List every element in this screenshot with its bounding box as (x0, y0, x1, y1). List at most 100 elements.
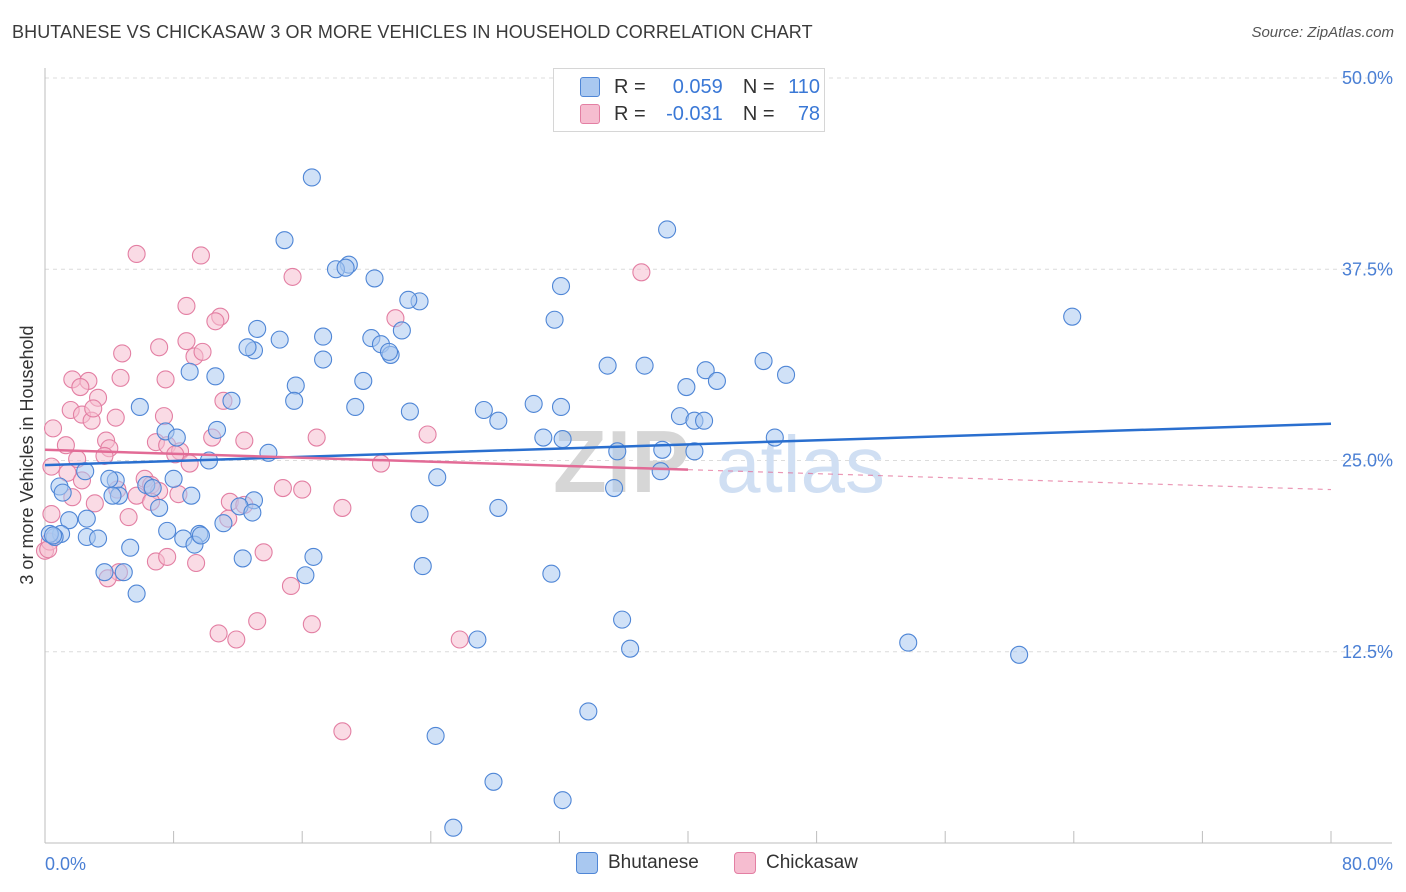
bhutanese-point (207, 420, 227, 439)
bhutanese-point (707, 371, 726, 390)
chickasaw-point (85, 494, 104, 513)
chickasaw-point (273, 478, 292, 498)
bhutanese-point (158, 521, 177, 540)
bhutanese-point (899, 633, 918, 652)
watermark-zip: ZIP (553, 412, 690, 511)
bhutanese-point (43, 526, 63, 545)
bhutanese-point (182, 486, 201, 505)
chickasaw-point (302, 615, 321, 634)
bottom-legend: Bhutanese Chickasaw (0, 852, 1406, 878)
bhutanese-point (605, 478, 624, 498)
trend-lines (44, 422, 1332, 491)
chickasaw-point (254, 543, 273, 562)
y-tick-label: 25.0% (1342, 451, 1393, 471)
bhutanese-point (206, 367, 225, 386)
bhutanese-point (302, 168, 321, 187)
bhutanese-point (524, 394, 543, 413)
chart-title: BHUTANESE VS CHICKASAW 3 OR MORE VEHICLE… (12, 22, 813, 42)
chickasaw-point (119, 508, 138, 527)
chickasaw-point (333, 498, 352, 517)
bhutanese-point (150, 498, 169, 517)
chickasaw-point (235, 431, 254, 450)
bhutanese-point (314, 327, 333, 346)
legend-n-label: N = (742, 75, 775, 98)
chickasaw-point (111, 368, 130, 387)
bhutanese-point (777, 365, 796, 384)
source-label: Source: ZipAtlas.com (1251, 24, 1394, 41)
chickasaw-point (177, 332, 196, 351)
legend-n-value: 78 (797, 102, 821, 125)
legend-r-label: R = (614, 102, 646, 125)
bhutanese-point (542, 564, 561, 583)
watermark: ZIP atlas (553, 412, 885, 511)
chickasaw-point (209, 624, 228, 643)
bhutanese-point (685, 442, 704, 461)
chickasaw-point (187, 553, 206, 573)
bhutanese-point (635, 356, 654, 375)
bhutanese-point (286, 376, 305, 395)
bhutanese-point (489, 411, 508, 430)
chickasaw-point (43, 419, 63, 438)
bhutanese-point (695, 411, 714, 430)
bhutanese-point (658, 220, 677, 239)
bhutanese-point (100, 469, 119, 488)
bhutanese-point (143, 478, 162, 498)
y-tick-label: 50.0% (1342, 68, 1393, 88)
bhutanese-point (336, 258, 355, 277)
bhutanese-point (270, 330, 289, 349)
chickasaw-point (333, 722, 352, 741)
chickasaw-point (154, 407, 174, 426)
bhutanese-point (214, 514, 233, 533)
bhutanese-point (484, 772, 503, 791)
bhutanese-point (621, 639, 640, 658)
chickasaw-trend-extension (687, 469, 1332, 491)
bhutanese-point (551, 277, 571, 296)
chickasaw-point (42, 457, 61, 476)
bhutanese-point (613, 610, 632, 629)
bhutanese-point (553, 430, 572, 449)
chickasaw-point (293, 480, 312, 499)
bhutanese-point (754, 351, 773, 371)
legend-row-chickasaw: R = -0.031 N = 78 (580, 101, 820, 127)
bhutanese-point (130, 397, 149, 417)
legend-n-value: 110 (788, 75, 821, 98)
chickasaw-point (42, 504, 61, 524)
legend-row-bhutanese: R = 0.059 N = 110 (580, 74, 820, 100)
x-tick-label: 0.0% (45, 854, 86, 874)
chickasaw-point (193, 342, 212, 361)
bhutanese-point (444, 818, 463, 837)
bhutanese-point (489, 498, 508, 517)
legend-r-value: 0.059 (672, 75, 723, 98)
bhutanese-point (545, 310, 564, 329)
chickasaw-point (71, 378, 90, 397)
bhutanese-point (121, 538, 140, 557)
bhutanese-point (77, 509, 96, 528)
bhutanese-point (1010, 645, 1029, 664)
chickasaw-point (127, 244, 146, 263)
y-axis-title: 3 or more Vehicles in Household (17, 325, 37, 584)
bhutanese-point (399, 290, 418, 309)
chickasaw-point (227, 630, 246, 649)
chickasaw-point (180, 454, 199, 473)
chickasaw-point (418, 425, 437, 444)
bhutanese-point (114, 563, 133, 582)
chickasaw-point (177, 296, 196, 316)
bottom-legend-swatch-chickasaw (734, 852, 756, 874)
chickasaw-point (106, 408, 125, 427)
bhutanese-point (167, 428, 186, 447)
chickasaw-point (156, 370, 175, 389)
bhutanese-point (696, 361, 715, 380)
bhutanese-point (677, 378, 696, 397)
bhutanese-point (579, 702, 598, 721)
chickasaw-point (281, 576, 300, 596)
bhutanese-point (551, 397, 571, 417)
bhutanese-point (428, 468, 447, 487)
bhutanese-point (354, 371, 373, 390)
chickasaw-point (113, 344, 132, 363)
chickasaw-point (307, 428, 326, 447)
chickasaw-point (191, 246, 210, 265)
bhutanese-point (53, 483, 72, 502)
bhutanese-point (243, 503, 262, 522)
bhutanese-point (238, 338, 257, 357)
legend-r-label: R = (614, 75, 646, 98)
